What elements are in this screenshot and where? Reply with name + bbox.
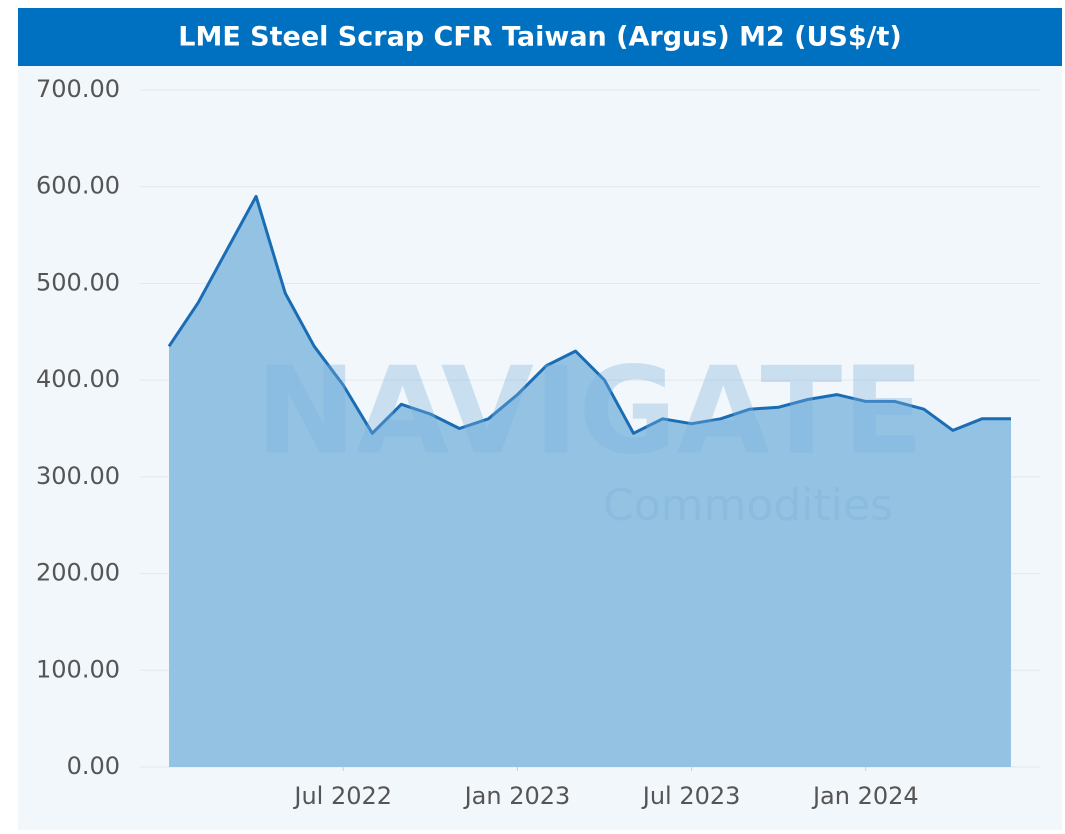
title-bar: [18, 8, 1062, 66]
y-tick-label: 500.00: [36, 268, 120, 296]
watermark: Commodities: [603, 480, 893, 531]
x-tick-label: Jan 2023: [463, 782, 571, 810]
plot-area: 0.00 100.00 200.00 300.00 400.00 500.00 600.00…: [36, 75, 1040, 810]
y-tick-label: 100.00: [36, 655, 120, 683]
y-tick-label: 600.00: [36, 172, 120, 200]
area: [169, 196, 1011, 767]
y-tick-label: 300.00: [36, 462, 120, 490]
chart-title: LME Steel Scrap CFR Taiwan (Argus) M2 (U…: [178, 22, 901, 53]
x-tick-label: Jan 2024: [811, 782, 919, 810]
x-tick-label: Jul 2022: [292, 782, 392, 810]
y-tick-label: 200.00: [36, 559, 120, 587]
watermark: NAVIGATE: [256, 343, 925, 482]
y-tick-label: 400.00: [36, 365, 120, 393]
x-tick-label: Jul 2023: [641, 782, 741, 810]
line: [167, 194, 1011, 435]
y-tick-label: 0.00: [67, 752, 120, 780]
y-tick-label: 700.00: [36, 75, 120, 103]
